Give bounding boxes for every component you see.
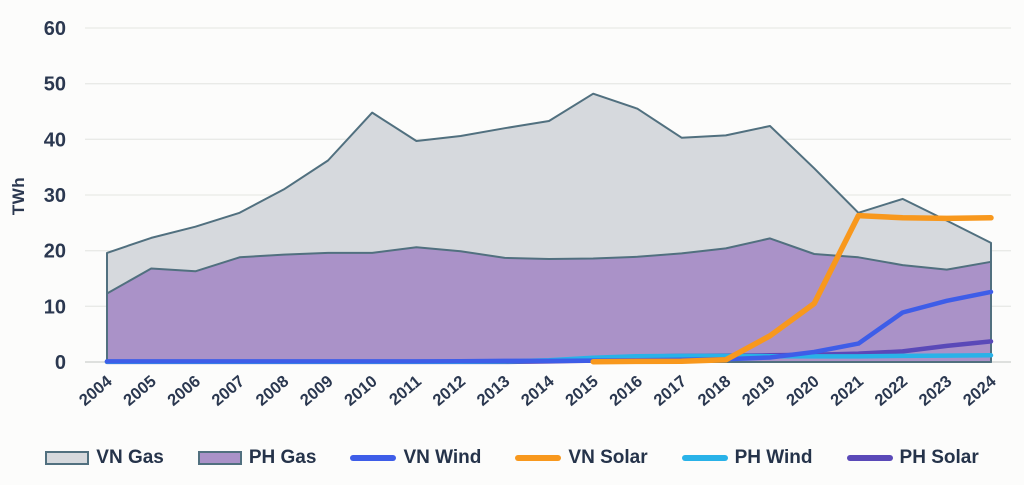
ph-solar-swatch-icon	[846, 454, 893, 461]
vn-wind-line	[104, 289, 994, 364]
y-tick-60: 60	[44, 18, 66, 40]
area-series	[106, 92, 992, 363]
vn-solar-line	[590, 212, 994, 365]
legend-label-vn-gas: VN Gas	[96, 446, 164, 468]
x-tick-2021: 2021	[827, 372, 867, 409]
x-axis-tick-labels: 2004 2005 2006 2007 2008 2009 2010 2011 2012 2013…	[76, 372, 1000, 410]
y-axis-label: TWh	[9, 177, 28, 215]
ph-gas-swatch-icon	[197, 450, 242, 465]
x-tick-2016: 2016	[606, 372, 646, 409]
vn-solar-swatch-icon	[515, 454, 562, 461]
x-tick-2018: 2018	[695, 372, 735, 409]
legend-item-vn-wind: VN Wind	[350, 447, 481, 469]
legend-item-ph-gas: PH Gas	[197, 446, 317, 469]
y-tick-10: 10	[44, 296, 66, 318]
x-tick-2004: 2004	[76, 372, 116, 410]
legend-label-ph-wind: PH Wind	[734, 446, 813, 468]
x-tick-2022: 2022	[871, 372, 911, 409]
y-tick-50: 50	[44, 74, 66, 96]
x-tick-2020: 2020	[783, 372, 823, 409]
line-series	[104, 212, 994, 365]
legend-label-vn-wind: VN Wind	[403, 446, 482, 468]
x-tick-2011: 2011	[386, 372, 425, 409]
ph-gas-area	[106, 237, 992, 363]
x-tick-2009: 2009	[297, 372, 337, 409]
x-tick-2008: 2008	[253, 372, 293, 409]
legend-item-ph-solar: PH Solar	[846, 446, 979, 469]
legend-item-ph-wind: PH Wind	[681, 446, 813, 469]
x-tick-2024: 2024	[960, 372, 1000, 410]
y-tick-40: 40	[44, 129, 66, 151]
x-tick-2023: 2023	[916, 372, 956, 409]
x-tick-2007: 2007	[208, 372, 248, 409]
x-tick-2005: 2005	[120, 372, 160, 409]
y-tick-20: 20	[44, 241, 66, 263]
ph-wind-swatch-icon	[681, 454, 728, 461]
legend-item-vn-gas: VN Gas	[45, 447, 164, 469]
x-tick-2015: 2015	[562, 372, 602, 409]
legend-item-vn-solar: VN Solar	[515, 446, 648, 469]
x-tick-2013: 2013	[474, 372, 514, 409]
y-tick-0: 0	[55, 352, 66, 374]
legend-label-ph-gas: PH Gas	[248, 446, 317, 468]
x-tick-2014: 2014	[518, 372, 558, 410]
chart-legend: VN Gas PH Gas VN Wind VN Solar PH Wind PH Sol…	[0, 430, 1024, 485]
x-tick-2006: 2006	[164, 372, 204, 409]
x-tick-2019: 2019	[739, 372, 779, 409]
legend-label-ph-solar: PH Solar	[899, 446, 979, 468]
x-tick-2012: 2012	[429, 372, 469, 409]
x-tick-2017: 2017	[650, 372, 690, 409]
x-tick-2010: 2010	[341, 372, 381, 409]
y-tick-30: 30	[44, 185, 66, 207]
vn-wind-swatch-icon	[350, 454, 397, 461]
y-axis-tick-labels: 0 10 20 30 40 50 60	[44, 18, 66, 374]
vn-gas-swatch-icon	[45, 450, 90, 465]
legend-label-vn-solar: VN Solar	[568, 446, 648, 468]
